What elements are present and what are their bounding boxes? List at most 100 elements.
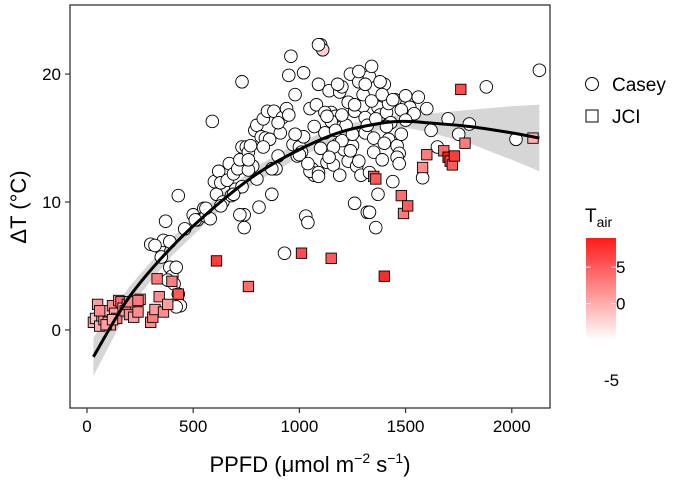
point-jci bbox=[378, 270, 390, 282]
point-casey bbox=[311, 77, 326, 92]
ci-band bbox=[93, 104, 540, 377]
point-jci bbox=[132, 294, 144, 307]
colorbar-tick-label: -5 bbox=[604, 371, 619, 390]
point-casey bbox=[282, 108, 296, 122]
plot-panel bbox=[69, 4, 551, 409]
point-casey bbox=[241, 153, 256, 167]
point-casey bbox=[288, 127, 302, 141]
point-casey bbox=[226, 187, 241, 202]
point-jci bbox=[242, 280, 255, 293]
point-casey bbox=[282, 68, 296, 83]
point-casey bbox=[171, 188, 186, 203]
point-casey bbox=[169, 260, 183, 275]
legend-circle-marker bbox=[585, 77, 599, 91]
point-jci bbox=[395, 189, 407, 202]
point-casey bbox=[311, 169, 326, 184]
x-axis-title-sup2: −1 bbox=[387, 450, 403, 466]
point-jci bbox=[153, 291, 165, 303]
point-casey bbox=[386, 92, 400, 107]
x-axis-title-sup1: −2 bbox=[354, 450, 370, 466]
colorbar-title-main: T bbox=[585, 206, 597, 227]
legend-label-casey: Casey bbox=[612, 75, 666, 96]
point-casey bbox=[366, 145, 381, 159]
data-points bbox=[87, 37, 547, 332]
point-casey bbox=[369, 220, 383, 235]
legend-square-marker bbox=[585, 109, 599, 123]
colorbar: Tair 5 0 -5 bbox=[585, 206, 625, 390]
point-jci bbox=[416, 161, 429, 174]
point-casey bbox=[233, 208, 247, 222]
point-casey bbox=[420, 101, 434, 116]
colorbar-gradient bbox=[586, 238, 616, 340]
point-casey bbox=[398, 89, 413, 103]
point-casey bbox=[394, 127, 409, 141]
x-axis-ticks: 0 500 1000 1500 2000 bbox=[82, 408, 531, 436]
colorbar-tick-label: 5 bbox=[616, 258, 625, 277]
point-casey bbox=[343, 144, 358, 158]
x-axis-title-mid: s bbox=[370, 452, 387, 477]
point-casey bbox=[386, 174, 400, 189]
point-jci bbox=[448, 150, 461, 162]
y-tick-label: 0 bbox=[52, 321, 61, 340]
fit-curve bbox=[92, 119, 540, 358]
point-casey bbox=[362, 205, 377, 220]
point-casey bbox=[235, 75, 249, 89]
x-tick-label: 1000 bbox=[280, 417, 318, 436]
point-casey bbox=[148, 238, 162, 253]
point-casey bbox=[256, 140, 271, 154]
point-casey bbox=[205, 114, 220, 129]
point-casey bbox=[265, 187, 279, 202]
point-casey bbox=[415, 170, 430, 185]
point-jci bbox=[162, 298, 174, 311]
fit-line bbox=[92, 119, 540, 358]
point-casey bbox=[296, 66, 311, 80]
point-casey bbox=[371, 187, 385, 202]
point-casey bbox=[411, 90, 426, 104]
point-casey bbox=[347, 196, 362, 211]
x-tick-label: 2000 bbox=[493, 417, 531, 436]
point-casey bbox=[301, 215, 315, 230]
legend: Casey JCI bbox=[585, 75, 666, 128]
y-axis-title: ΔT (°C) bbox=[6, 170, 31, 243]
point-casey bbox=[288, 87, 302, 102]
point-jci bbox=[370, 173, 382, 185]
point-casey bbox=[532, 63, 547, 77]
y-tick-label: 20 bbox=[42, 65, 61, 84]
point-casey bbox=[301, 156, 315, 171]
point-jci bbox=[94, 305, 106, 317]
point-casey bbox=[311, 37, 326, 52]
point-jci bbox=[172, 288, 184, 300]
x-axis-title: PPFD (μmol m−2 s−1) bbox=[209, 450, 410, 477]
y-axis-ticks: 0 10 20 bbox=[42, 65, 70, 340]
point-casey bbox=[364, 94, 379, 108]
point-casey bbox=[243, 138, 258, 153]
point-jci bbox=[132, 306, 144, 318]
point-casey bbox=[358, 77, 372, 92]
point-casey bbox=[322, 150, 336, 164]
point-casey bbox=[364, 59, 379, 74]
point-casey bbox=[252, 200, 266, 214]
point-casey bbox=[451, 127, 466, 141]
x-axis-title-end: ) bbox=[403, 452, 410, 477]
colorbar-title: Tair bbox=[585, 206, 613, 230]
point-jci bbox=[151, 273, 163, 285]
point-casey bbox=[352, 64, 366, 79]
x-tick-label: 500 bbox=[179, 417, 207, 436]
point-casey bbox=[237, 220, 251, 235]
point-jci bbox=[402, 200, 414, 212]
point-casey bbox=[392, 156, 406, 171]
point-casey bbox=[373, 75, 387, 89]
point-casey bbox=[335, 108, 349, 122]
x-tick-label: 1500 bbox=[387, 417, 425, 436]
colorbar-title-sub: air bbox=[597, 214, 613, 230]
point-casey bbox=[332, 168, 347, 182]
point-casey bbox=[307, 119, 321, 134]
point-jci bbox=[421, 149, 433, 161]
point-casey bbox=[271, 115, 285, 130]
point-casey bbox=[424, 123, 438, 138]
colorbar-tick-label: 0 bbox=[616, 295, 625, 314]
point-jci bbox=[166, 275, 178, 287]
point-casey bbox=[277, 246, 292, 260]
point-casey bbox=[320, 109, 334, 124]
